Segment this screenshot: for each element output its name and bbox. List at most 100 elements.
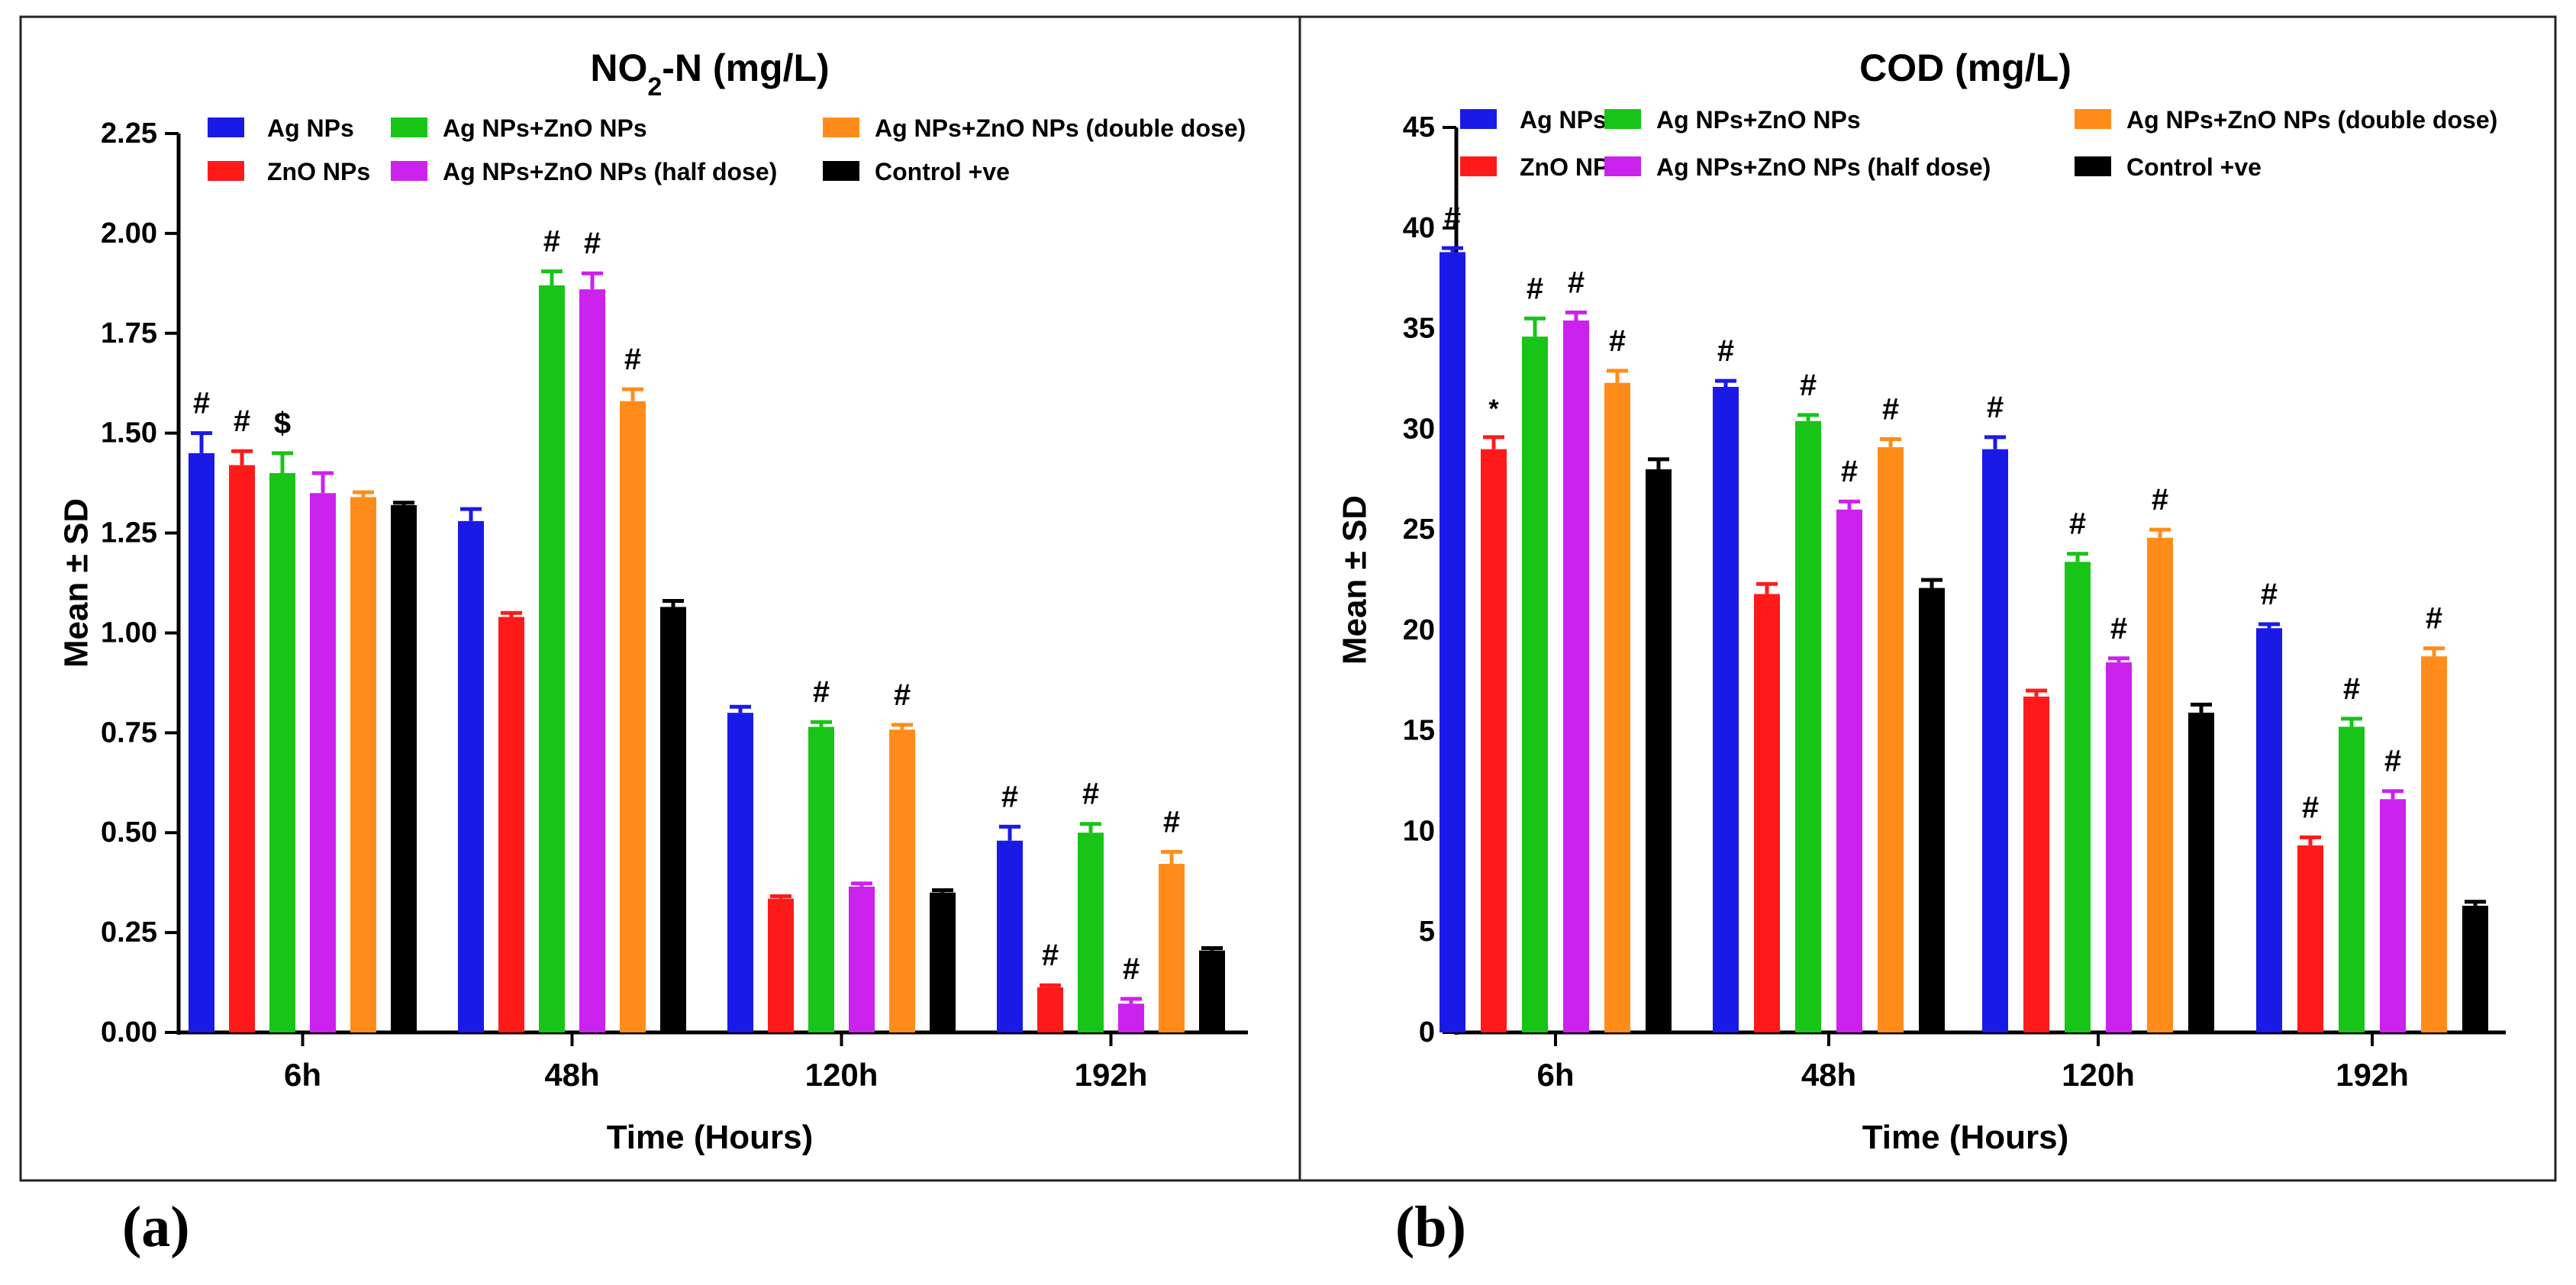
legend-label-b: Control +ve [2126,153,2262,181]
x-tick-label-b: 48h [1801,1057,1856,1093]
y-tick-label-b: 10 [1403,815,1435,847]
significance-mark-a: # [624,343,641,376]
chart-title-b: COD (mg/L) [1859,47,2071,89]
bar-b [2462,905,2488,1032]
y-tick-label-a: 0.00 [101,1016,157,1048]
significance-mark-a: $ [274,407,291,440]
significance-mark-a: # [1042,939,1059,972]
bar-b [2147,537,2173,1032]
bar-b [1481,449,1507,1032]
legend-swatch-a [391,161,427,181]
x-tick-label-b: 6h [1536,1057,1574,1093]
bar-b [2188,712,2214,1032]
panel-frame-b [1298,15,2557,1182]
bar-a [310,493,336,1032]
bar-a [930,892,956,1032]
y-tick-label-b: 30 [1403,413,1435,445]
legend-swatch-a [391,118,427,137]
bar-a [1037,987,1063,1032]
bar-b [1713,386,1739,1032]
legend-label-b: Ag NPs [1520,106,1607,134]
y-tick-label-a: 0.75 [101,717,157,749]
significance-mark-a: # [1082,778,1099,811]
bar-a [189,452,214,1032]
x-tick-label-b: 192h [2336,1057,2409,1093]
y-tick-label-a: 1.00 [101,617,157,649]
bar-b [2380,799,2406,1032]
bar-b [2421,656,2447,1032]
significance-mark-b: # [2426,602,2442,636]
legend-swatch-a [823,161,859,181]
legend-label-a: Ag NPs [267,114,354,142]
legend-swatch-b [2075,156,2111,176]
significance-mark-b: # [1444,201,1461,235]
y-axis-label-a: Mean ± SD [58,498,95,668]
legend-label-b: Ag NPs+ZnO NPs (half dose) [1656,153,1991,181]
bar-a [620,401,646,1032]
bar-a [269,473,295,1032]
bar-a [997,840,1023,1032]
legend-label-a: Control +ve [875,158,1010,185]
bar-b [1522,337,1548,1032]
x-tick-label-a: 6h [284,1057,321,1093]
x-tick-label-a: 120h [805,1057,879,1093]
significance-mark-b: # [2069,507,2086,541]
significance-mark-b: # [1882,393,1899,427]
legend-swatch-a [823,118,859,137]
legend-label-a: ZnO NPs [267,158,370,185]
significance-mark-b: # [2152,483,2168,517]
x-tick-label-a: 48h [544,1057,599,1093]
y-tick-label-a: 1.25 [101,517,157,549]
bar-a [1118,1003,1144,1032]
bar-a [229,465,255,1032]
bar-b [1795,420,1821,1032]
y-axis-label-b: Mean ± SD [1336,495,1374,665]
bar-a [849,886,875,1032]
legend-label-a: Ag NPs+ZnO NPs (half dose) [443,158,777,185]
y-tick-label-b: 15 [1403,715,1435,747]
y-tick-label-b: 0 [1419,1016,1435,1048]
bar-a [1159,864,1185,1032]
bar-b [1754,594,1780,1032]
y-tick-label-b: 40 [1403,212,1435,244]
significance-mark-b: # [1987,391,2004,424]
bar-a [1078,833,1104,1032]
significance-mark-b: # [1568,266,1585,299]
legend-swatch-a [208,161,244,181]
significance-mark-b: # [1527,272,1543,305]
x-axis-label-b: Time (Hours) [1862,1119,2069,1156]
bar-b [1563,320,1589,1033]
bar-a [579,289,605,1033]
bar-b [1878,447,1904,1032]
bar-b [2297,845,2323,1032]
significance-mark-a: # [813,675,830,709]
bar-b [1982,449,2008,1032]
bar-b [2106,662,2132,1032]
bar-b [2023,696,2049,1032]
x-axis-label-a: Time (Hours) [607,1119,814,1156]
bar-a [539,285,565,1032]
significance-mark-a: # [1163,805,1180,839]
significance-mark-a: # [193,387,210,420]
panel-label-a: (a) [122,1195,190,1259]
bar-b [1836,509,1862,1032]
bar-a [498,617,524,1032]
legend-swatch-b [1604,156,1641,176]
legend-swatch-b [1604,109,1641,129]
bar-a [1199,950,1225,1032]
significance-mark-b: # [1717,334,1734,368]
bar-b [1604,382,1630,1032]
bar-b [2339,726,2365,1032]
legend-swatch-a [208,118,244,137]
bar-a [391,504,417,1032]
legend-label-b: Ag NPs+ZnO NPs [1656,106,1861,134]
significance-mark-b: # [2343,672,2360,706]
significance-mark-b: # [1609,324,1626,358]
y-tick-label-a: 1.50 [101,417,157,449]
bar-b [2256,628,2282,1032]
bar-a [458,520,484,1032]
significance-mark-b: # [1841,455,1858,488]
significance-mark-b: # [2384,745,2401,778]
y-tick-label-a: 0.25 [101,916,157,948]
y-tick-label-b: 5 [1419,916,1435,948]
